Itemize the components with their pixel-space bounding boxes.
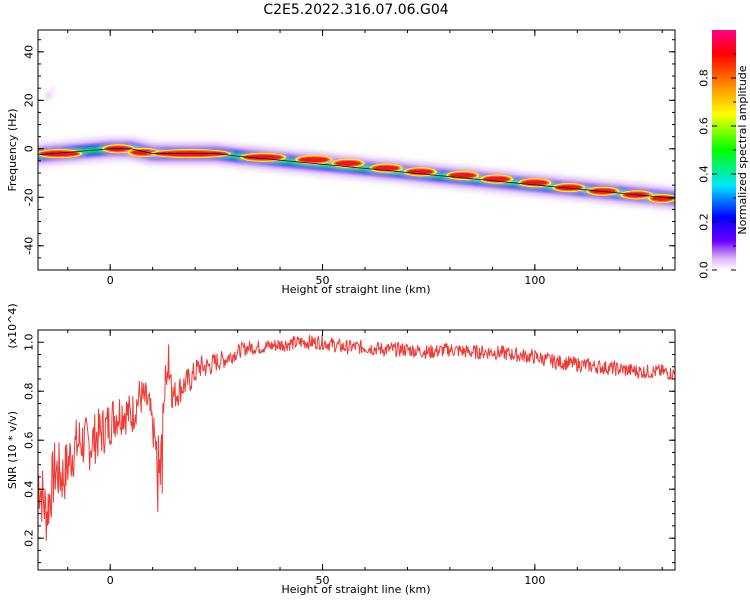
snr-ytick-label: 0.8 bbox=[23, 382, 36, 400]
spectrogram-heatmap bbox=[38, 87, 675, 212]
snr-ticks: 0 50 100 0.2 0.4 0.6 0.8 1.0 bbox=[23, 330, 675, 587]
spectrogram-xlabel: Height of straight line (km) bbox=[281, 283, 430, 296]
snr-line bbox=[38, 334, 675, 541]
snr-ytick-label: 0.4 bbox=[23, 480, 36, 498]
spectrogram-ytick-label: -40 bbox=[23, 237, 36, 255]
colorbar-tick-label: 0.2 bbox=[698, 213, 711, 231]
snr-ytick-label: 0.2 bbox=[23, 529, 36, 547]
snr-ytick-label: 1.0 bbox=[23, 333, 36, 351]
snr-xtick-label: 0 bbox=[107, 574, 114, 587]
colorbar-label: Normalized spectral amplitude bbox=[736, 65, 749, 234]
snr-frame bbox=[37, 329, 676, 571]
spectrogram-xtick-label: 50 bbox=[316, 274, 330, 287]
spectral-peak-red bbox=[651, 195, 673, 201]
colorbar-tick-label: 0.4 bbox=[698, 165, 711, 183]
snr-xlabel: Height of straight line (km) bbox=[281, 583, 430, 596]
snr-ylabel: SNR (10 * v/v) bbox=[6, 411, 19, 489]
spectrogram-noise-blob bbox=[44, 91, 53, 100]
spectrogram-ytick-label: 20 bbox=[23, 93, 36, 107]
colorbar-gradient bbox=[712, 30, 736, 270]
snr-xtick-label: 100 bbox=[524, 574, 545, 587]
spectrogram-ytick-label: -20 bbox=[23, 188, 36, 206]
spectrogram-panel: 0 50 100 -40 -20 0 20 40 Height of straight lin… bbox=[6, 29, 676, 296]
colorbar-tick-label: 0.6 bbox=[698, 117, 711, 135]
colorbar: 0.0 0.2 0.4 0.6 0.8 Normalized spectral ampl… bbox=[698, 30, 749, 279]
spectral-peak-red bbox=[450, 172, 476, 178]
spectrogram-ytick-label: 0 bbox=[23, 145, 36, 152]
snr-scale-note: (x10^4) bbox=[6, 303, 19, 348]
spectrogram-noise-blob bbox=[50, 87, 55, 92]
snr-xtick-label: 50 bbox=[316, 574, 330, 587]
spectrogram-xtick-label: 0 bbox=[107, 274, 114, 287]
spectral-peak-red bbox=[299, 157, 329, 163]
spectrogram-ytick-label: 40 bbox=[23, 45, 36, 59]
snr-plot-area bbox=[38, 330, 675, 570]
chart-title: C2E5.2022.316.07.06.G04 bbox=[263, 2, 448, 18]
colorbar-tick-label: 0.0 bbox=[698, 261, 711, 279]
spectrogram-ylabel: Frequency (Hz) bbox=[6, 109, 19, 192]
spectral-peak-red bbox=[244, 154, 283, 160]
spectrogram-ridge-line bbox=[38, 148, 675, 199]
snr-ytick-label: 0.6 bbox=[23, 431, 36, 449]
spectral-peak-red bbox=[522, 180, 548, 186]
colorbar-ticks: 0.0 0.2 0.4 0.6 0.8 bbox=[698, 53, 736, 279]
colorbar-tick-label: 0.8 bbox=[698, 69, 711, 87]
spectrogram-xtick-label: 100 bbox=[524, 274, 545, 287]
spectral-peak-red bbox=[335, 160, 361, 166]
spectrogram-frame bbox=[37, 29, 676, 271]
spectral-peak-red bbox=[373, 165, 399, 171]
snr-panel: 0 50 100 0.2 0.4 0.6 0.8 1.0 Height of straight… bbox=[6, 303, 676, 596]
